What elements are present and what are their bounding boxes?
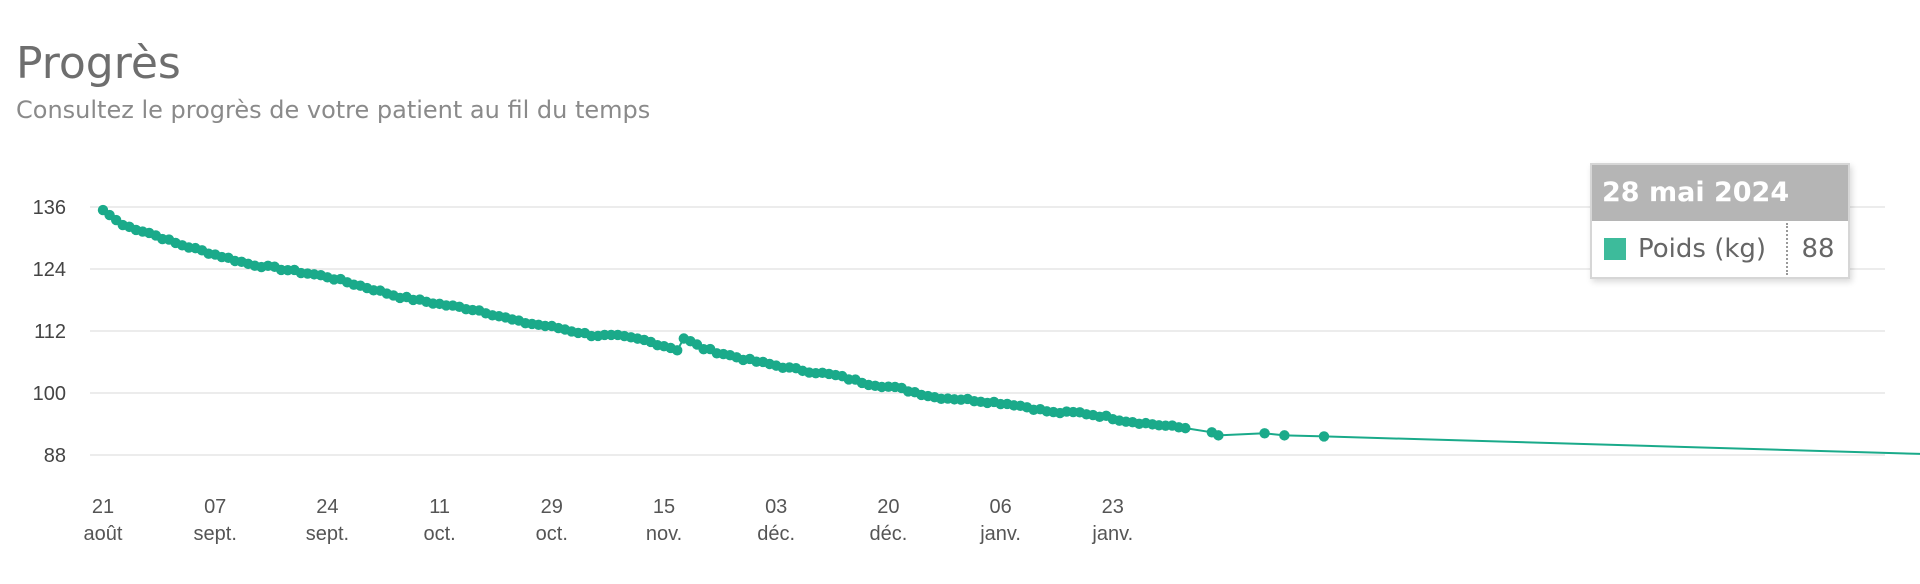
data-point: [1259, 428, 1270, 439]
legend-swatch: [1604, 238, 1626, 260]
tooltip-separator: [1786, 223, 1788, 275]
x-tick-month: oct.: [423, 523, 455, 545]
x-tick-day: 11: [429, 496, 450, 518]
tooltip-row: Poids (kg) 88: [1592, 221, 1848, 277]
x-tick-day: 23: [1102, 496, 1124, 518]
data-point: [1318, 431, 1330, 442]
x-tick-day: 24: [316, 496, 338, 518]
x-tick-day: 15: [653, 496, 675, 518]
x-tick-day: 06: [989, 496, 1011, 518]
data-point: [672, 345, 683, 356]
x-tick-day: 07: [204, 496, 226, 518]
grid-lines: [90, 206, 1885, 456]
tooltip-date: 28 mai 2024: [1592, 165, 1848, 221]
y-tick-label: 112: [34, 321, 66, 343]
x-tick-day: 03: [765, 496, 787, 518]
header: Progrès Consultez le progrès de votre pa…: [16, 34, 650, 126]
x-tick-month: sept.: [306, 523, 349, 545]
x-tick-month: sept.: [194, 523, 237, 545]
x-tick-month: déc.: [757, 523, 795, 545]
tooltip: 28 mai 2024 Poids (kg) 88: [1590, 163, 1850, 279]
x-tick-month: oct.: [536, 523, 568, 545]
y-tick-label: 88: [44, 445, 66, 467]
y-axis: 136 124 112 100 88: [33, 197, 66, 467]
page-title: Progrès: [16, 38, 181, 89]
x-tick-month: janv.: [979, 523, 1021, 545]
data-point: [1213, 430, 1224, 441]
x-tick-day: 21: [92, 496, 114, 518]
data-point: [1279, 430, 1290, 441]
page-subtitle: Consultez le progrès de votre patient au…: [16, 96, 651, 124]
tooltip-series-label: Poids (kg): [1638, 234, 1767, 264]
data-point: [1180, 422, 1191, 434]
tooltip-value: 88: [1801, 234, 1835, 264]
x-tick-day: 29: [541, 496, 563, 518]
x-tick-month: nov.: [646, 523, 682, 545]
y-tick-label: 100: [33, 383, 66, 405]
y-tick-label: 124: [33, 259, 66, 281]
x-tick-month: août: [84, 523, 123, 545]
y-tick-label: 136: [33, 197, 66, 219]
x-axis: 21 août 07 sept. 24 sept. 11 oct. 29 oct. 15 nov. 03…: [84, 496, 1134, 545]
x-tick-month: janv.: [1091, 523, 1133, 545]
x-tick-day: 20: [877, 496, 899, 518]
x-tick-month: déc.: [869, 523, 907, 545]
series-points: [97, 204, 1330, 442]
